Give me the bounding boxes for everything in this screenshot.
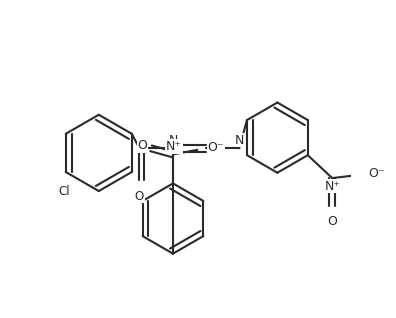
Text: N: N [235,134,244,147]
Text: N⁺: N⁺ [325,180,341,193]
Text: O: O [137,139,147,152]
Text: O: O [135,190,144,203]
Text: N: N [168,134,178,147]
Text: N⁺: N⁺ [166,140,182,153]
Text: Cl: Cl [58,185,70,198]
Text: O⁻: O⁻ [208,141,224,154]
Text: O⁻: O⁻ [368,167,385,180]
Text: O: O [327,215,337,228]
